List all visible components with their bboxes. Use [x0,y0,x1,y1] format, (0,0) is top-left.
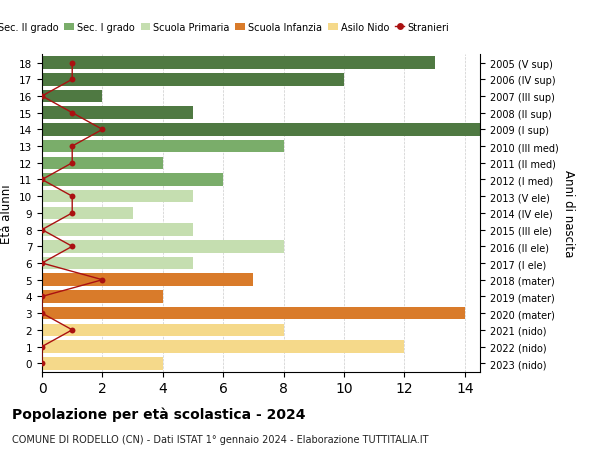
Point [37,310,47,317]
Point [98,126,107,134]
Text: Popolazione per età scolastica - 2024: Popolazione per età scolastica - 2024 [12,406,305,421]
Bar [42,140,284,153]
Bar [42,241,284,253]
Y-axis label: Anni di nascita: Anni di nascita [562,170,575,257]
Bar [42,224,193,236]
Y-axis label: Età alunni: Età alunni [1,184,13,243]
Bar [42,274,253,286]
Point [67,60,77,67]
Bar [42,190,193,203]
Point [67,193,77,201]
Point [37,93,47,101]
Bar [42,341,404,353]
Bar [42,124,495,136]
Point [37,293,47,301]
Bar [42,74,344,86]
Point [67,243,77,251]
Bar [42,291,163,303]
Point [37,176,47,184]
Bar [42,90,103,103]
Bar [42,57,434,70]
Bar [42,107,193,120]
Point [67,76,77,84]
Point [37,260,47,267]
Point [37,226,47,234]
Bar [42,307,465,320]
Bar [42,257,193,270]
Bar [42,207,133,220]
Point [67,160,77,167]
Bar [42,174,223,186]
Point [67,110,77,117]
Point [37,360,47,367]
Point [67,326,77,334]
Text: COMUNE DI RODELLO (CN) - Dati ISTAT 1° gennaio 2024 - Elaborazione TUTTITALIA.IT: COMUNE DI RODELLO (CN) - Dati ISTAT 1° g… [12,434,428,444]
Point [98,276,107,284]
Point [67,210,77,217]
Legend: Sec. II grado, Sec. I grado, Scuola Primaria, Scuola Infanzia, Asilo Nido, Stran: Sec. II grado, Sec. I grado, Scuola Prim… [0,19,453,37]
Point [67,143,77,151]
Bar [42,357,163,369]
Bar [42,157,163,170]
Point [37,343,47,351]
Bar [42,324,284,336]
